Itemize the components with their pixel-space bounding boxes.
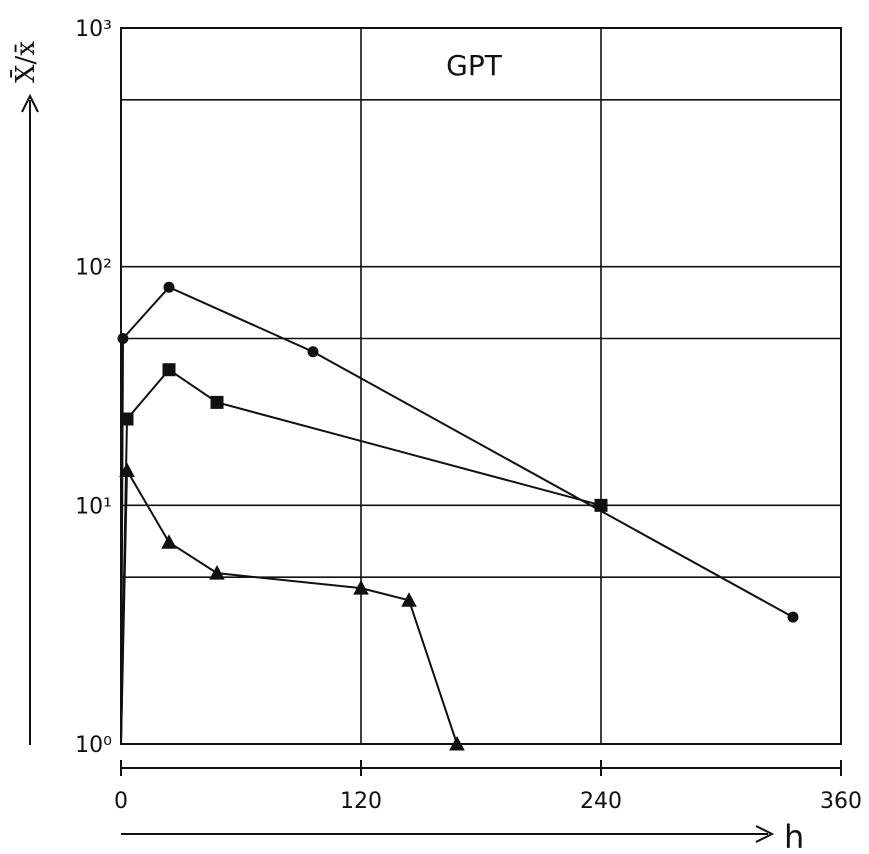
- point-triangle: [353, 580, 369, 595]
- point-circle: [307, 346, 319, 358]
- point-square: [594, 498, 608, 512]
- x-axis-label: h: [784, 818, 804, 854]
- y-axis-arrow-head: [21, 93, 39, 113]
- y-tick-label: 10¹: [75, 494, 112, 519]
- grid: [121, 28, 841, 744]
- plot-frame: [120, 27, 842, 745]
- y-tick-label: 10²: [75, 256, 112, 281]
- x-axis-arrow-head: [755, 825, 775, 843]
- x-tick-label: 360: [820, 789, 862, 814]
- point-square: [162, 363, 176, 377]
- point-circle: [163, 281, 175, 293]
- y-axis-label: X̄/x̄: [9, 41, 41, 83]
- y-tick-label: 10⁰: [75, 733, 112, 758]
- point-triangle: [161, 534, 177, 549]
- point-triangle: [401, 592, 417, 607]
- y-ticks: 10⁰ 10¹ 10² 10³: [75, 17, 112, 758]
- point-triangle: [449, 735, 465, 751]
- series-layer: [117, 281, 799, 751]
- x-tick-label: 0: [114, 789, 128, 814]
- point-circle: [787, 611, 799, 623]
- point-square: [120, 412, 134, 426]
- point-square: [210, 395, 224, 409]
- point-circle: [117, 333, 129, 345]
- x-tick-label: 120: [340, 789, 382, 814]
- x-tick-label: 240: [580, 789, 622, 814]
- point-triangle: [119, 462, 135, 477]
- series-line-circle: [120, 286, 794, 745]
- series-line-triangle: [120, 466, 458, 745]
- chart-title: GPT: [446, 49, 503, 82]
- y-tick-label: 10³: [75, 17, 112, 42]
- x-ticks: 0 120 240 360: [114, 760, 862, 814]
- point-triangle: [209, 565, 225, 580]
